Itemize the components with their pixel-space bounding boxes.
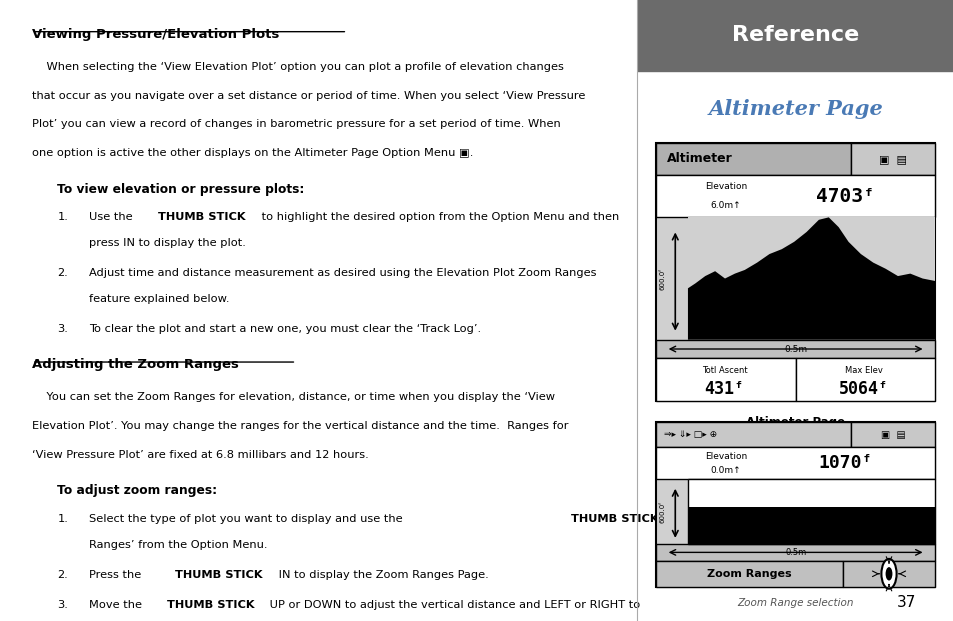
Text: Move the: Move the	[90, 600, 146, 610]
Text: press IN to display the plot.: press IN to display the plot.	[90, 238, 246, 248]
Text: 0.5m: 0.5m	[783, 345, 806, 353]
Bar	[850, 143, 934, 175]
Text: When selecting the ‘View Elevation Plot’ option you can plot a profile of elevat: When selecting the ‘View Elevation Plot’…	[31, 62, 563, 72]
Text: Max Elev: Max Elev	[844, 366, 882, 374]
Text: You can set the Zoom Ranges for elevation, distance, or time when you display th: You can set the Zoom Ranges for elevatio…	[31, 392, 555, 402]
Bar	[656, 422, 934, 587]
Text: feature explained below.: feature explained below.	[90, 294, 230, 304]
Text: Adjusting the Zoom Ranges: Adjusting the Zoom Ranges	[31, 358, 238, 371]
Bar	[656, 143, 934, 401]
Bar	[656, 143, 850, 175]
Text: 37: 37	[896, 595, 915, 610]
Text: Elevation Plot’. You may change the ranges for the vertical distance and the tim: Elevation Plot’. You may change the rang…	[31, 421, 568, 431]
Bar	[795, 358, 934, 401]
Text: Adjust time and distance measurement as desired using the Elevation Plot Zoom Ra: Adjust time and distance measurement as …	[90, 268, 596, 278]
Bar	[656, 422, 850, 447]
Bar	[656, 340, 934, 358]
Bar	[656, 447, 934, 479]
Bar	[637, 0, 953, 71]
Bar	[842, 561, 934, 587]
Text: Viewing Pressure/Elevation Plots: Viewing Pressure/Elevation Plots	[31, 28, 279, 41]
Text: To clear the plot and start a new one, you must clear the ‘Track Log’.: To clear the plot and start a new one, y…	[90, 324, 481, 334]
Text: Press the: Press the	[90, 570, 145, 580]
Text: 2.: 2.	[57, 570, 68, 580]
Text: Elevation: Elevation	[704, 183, 746, 191]
Text: THUMB STICK: THUMB STICK	[158, 212, 246, 222]
Text: 3.: 3.	[57, 324, 69, 334]
Text: 0.5m: 0.5m	[784, 548, 805, 557]
Text: 1070ᶠ: 1070ᶠ	[818, 455, 872, 472]
Text: 5064ᶠ: 5064ᶠ	[838, 379, 888, 397]
Text: 600.0ᶠ: 600.0ᶠ	[659, 501, 665, 523]
Polygon shape	[687, 217, 934, 340]
Text: Zoom Ranges: Zoom Ranges	[706, 569, 791, 579]
Text: ⇒▸ ⇓▸ □▸ ⊕: ⇒▸ ⇓▸ □▸ ⊕	[663, 430, 717, 439]
Text: Reference: Reference	[731, 25, 859, 45]
Text: Totl Ascent: Totl Ascent	[701, 366, 746, 374]
Bar	[687, 479, 934, 507]
Text: 4703ᶠ: 4703ᶠ	[816, 187, 874, 206]
Bar	[687, 479, 934, 544]
Text: 3.: 3.	[57, 600, 69, 610]
Text: To adjust zoom ranges:: To adjust zoom ranges:	[57, 484, 217, 497]
Text: UP or DOWN to adjust the vertical distance and LEFT or RIGHT to: UP or DOWN to adjust the vertical distan…	[266, 600, 639, 610]
Text: 1.: 1.	[57, 514, 69, 524]
Text: Plot’ you can view a record of changes in barometric pressure for a set period o: Plot’ you can view a record of changes i…	[31, 119, 560, 129]
Text: to highlight the desired option from the Option Menu and then: to highlight the desired option from the…	[257, 212, 618, 222]
Text: Altimeter: Altimeter	[667, 153, 732, 165]
Text: To view elevation or pressure plots:: To view elevation or pressure plots:	[57, 183, 304, 196]
Text: 600.0ᶠ: 600.0ᶠ	[659, 267, 665, 290]
Circle shape	[884, 567, 891, 581]
Text: THUMB STICK: THUMB STICK	[167, 600, 254, 610]
Text: 431ᶠ: 431ᶠ	[704, 379, 743, 397]
Bar	[656, 561, 842, 587]
Text: one option is active the other displays on the Altimeter Page Option Menu ▣.: one option is active the other displays …	[31, 148, 473, 158]
Bar	[687, 507, 934, 544]
Bar	[850, 422, 934, 447]
Bar	[687, 217, 934, 340]
Text: Use the: Use the	[90, 212, 136, 222]
Text: IN to display the Zoom Ranges Page.: IN to display the Zoom Ranges Page.	[274, 570, 488, 580]
Text: THUMB STICK: THUMB STICK	[571, 514, 659, 524]
Bar	[656, 544, 934, 561]
Text: 2.: 2.	[57, 268, 68, 278]
Bar	[656, 175, 934, 217]
Text: Elevation: Elevation	[704, 451, 746, 461]
Circle shape	[881, 559, 896, 589]
Text: Select the type of plot you want to display and use the: Select the type of plot you want to disp…	[90, 514, 406, 524]
Text: Altimeter Page: Altimeter Page	[745, 416, 844, 429]
Text: 6.0m↑: 6.0m↑	[710, 201, 740, 210]
Text: ‘View Pressure Plot’ are fixed at 6.8 millibars and 12 hours.: ‘View Pressure Plot’ are fixed at 6.8 mi…	[31, 450, 368, 460]
Text: ▣  ▤: ▣ ▤	[879, 154, 906, 164]
Text: Altimeter Page: Altimeter Page	[707, 99, 882, 119]
Text: 1.: 1.	[57, 212, 69, 222]
Text: ▣  ▤: ▣ ▤	[880, 430, 904, 440]
Text: Ranges’ from the Option Menu.: Ranges’ from the Option Menu.	[90, 540, 268, 550]
Text: 0.0m↑: 0.0m↑	[710, 466, 740, 475]
Text: THUMB STICK: THUMB STICK	[175, 570, 263, 580]
Text: that occur as you navigate over a set distance or period of time. When you selec: that occur as you navigate over a set di…	[31, 91, 584, 101]
Bar	[656, 358, 795, 401]
Text: to highlight ‘Zoom: to highlight ‘Zoom	[670, 514, 780, 524]
Text: Zoom Range selection: Zoom Range selection	[737, 598, 853, 608]
